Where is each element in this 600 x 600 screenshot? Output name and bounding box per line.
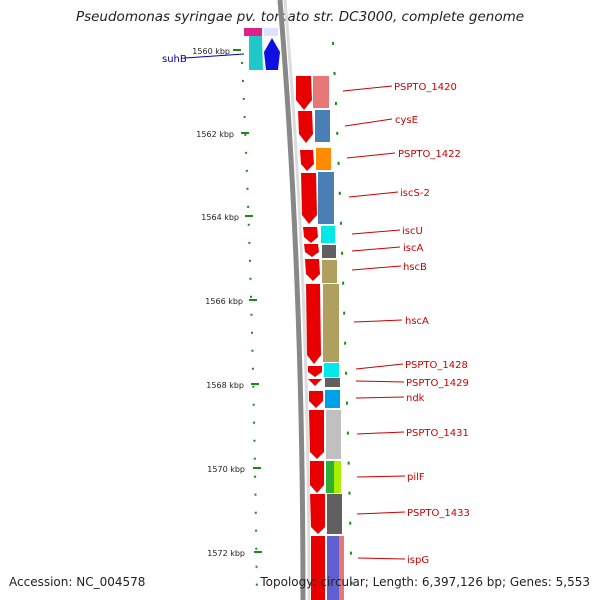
gene-label-suhB: suhB	[162, 54, 187, 65]
gene-label: PSPTO_1420	[394, 82, 457, 93]
map-title: Pseudomonas syringae pv. tomato str. DC3…	[75, 9, 525, 25]
gene-label: hscB	[403, 262, 427, 273]
gene-label: hscA	[405, 316, 429, 327]
gene-label: PSPTO_1433	[407, 508, 470, 519]
gene-label: ispG	[407, 555, 429, 566]
gene-arrows-forward	[296, 76, 325, 600]
tick-label: 1572 kbp	[207, 549, 245, 558]
gene-label: PSPTO_1428	[405, 360, 468, 371]
gene-label: cysE	[395, 115, 418, 126]
accession-text: Accession: NC_004578	[9, 575, 146, 589]
backbone-arc-light	[283, 0, 311, 600]
genome-summary-text: Topology: circular; Length: 6,397,126 bp…	[260, 575, 590, 589]
tick-label: 1566 kbp	[205, 297, 243, 306]
gene-label: ndk	[406, 393, 425, 404]
gene-feature-bars	[313, 76, 344, 600]
gene-label: iscA	[403, 243, 423, 254]
leader-lines	[184, 53, 406, 560]
gene-label: iscS-2	[400, 188, 430, 199]
gene-label: iscU	[402, 226, 423, 237]
backbone-arc	[277, 0, 306, 600]
top-gene-block	[244, 28, 280, 70]
tick-rail-left	[241, 61, 258, 600]
tick-label: 1570 kbp	[207, 465, 245, 474]
gene-label: PSPTO_1431	[406, 428, 469, 439]
tick-label: 1568 kbp	[206, 381, 244, 390]
tick-label: 1560 kbp	[192, 47, 230, 56]
tick-labels: 1560 kbp 1562 kbp 1564 kbp 1566 kbp 1568…	[192, 47, 262, 558]
tick-label: 1562 kbp	[196, 130, 234, 139]
gene-label: PSPTO_1422	[398, 149, 461, 160]
gene-label: pilF	[407, 472, 425, 483]
tick-label: 1564 kbp	[201, 213, 239, 222]
gene-labels: suhB PSPTO_1420 cysE PSPTO_1422 iscS-2 i…	[162, 54, 470, 566]
gene-label: PSPTO_1429	[406, 378, 469, 389]
